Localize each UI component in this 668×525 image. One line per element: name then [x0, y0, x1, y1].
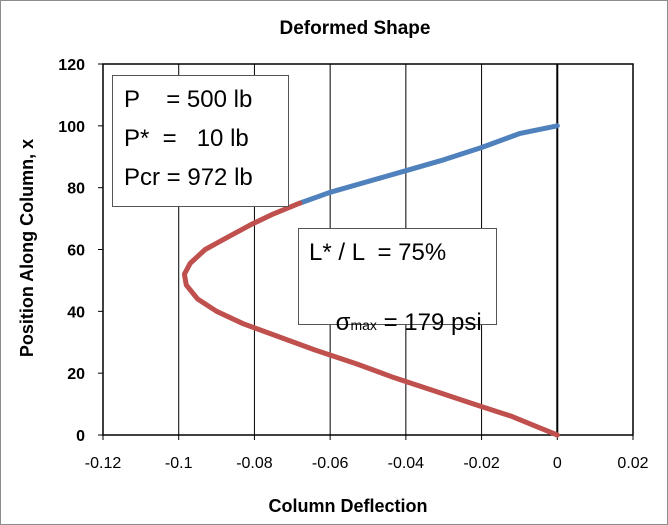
max-stress-label: σmax = 179 psi [309, 281, 482, 365]
y-tick-label: 120 [58, 57, 85, 74]
x-tick-label: -0.12 [85, 455, 122, 472]
x-tick-label: -0.08 [236, 455, 273, 472]
x-axis-label: Column Deflection [268, 496, 427, 516]
max-stress-value: = 179 psi [376, 309, 482, 336]
load-pcr-label: Pcr = 972 lb [124, 164, 253, 191]
x-tick-label: -0.06 [312, 455, 349, 472]
y-axis-ticks: 0 20 40 60 80 100 120 [58, 57, 103, 445]
sigma-subscript: max [350, 317, 377, 333]
x-tick-label: -0.04 [388, 455, 425, 472]
load-p-star-label: P* = 10 lb [124, 125, 249, 152]
load-p-label: P = 500 lb [124, 86, 253, 113]
length-ratio-label: L* / L = 75% [309, 239, 447, 266]
x-tick-label: 0 [553, 455, 562, 472]
series-line [297, 123, 560, 206]
series-line [181, 200, 560, 438]
y-tick-label: 0 [76, 428, 85, 445]
chart-title: Deformed Shape [280, 18, 431, 39]
load-parameters-box: P = 500 lb P* = 10 lb Pcr = 972 lb [112, 75, 289, 207]
x-tick-label: -0.1 [165, 455, 193, 472]
result-box: L* / L = 75% σmax = 179 psi [298, 228, 497, 336]
y-tick-label: 20 [67, 366, 85, 383]
y-tick-label: 40 [67, 304, 85, 321]
series-lines [181, 123, 560, 438]
y-tick-label: 100 [58, 119, 85, 136]
x-axis-ticks: -0.12 -0.1 -0.08 -0.06 -0.04 -0.02 0 0.02 [85, 435, 649, 472]
y-tick-label: 80 [67, 181, 85, 198]
x-tick-label: 0.02 [617, 455, 648, 472]
x-tick-label: -0.02 [463, 455, 500, 472]
y-tick-label: 60 [67, 243, 85, 260]
y-axis-label: Position Along Column, x [17, 139, 37, 357]
sigma-symbol: σ [335, 309, 351, 336]
